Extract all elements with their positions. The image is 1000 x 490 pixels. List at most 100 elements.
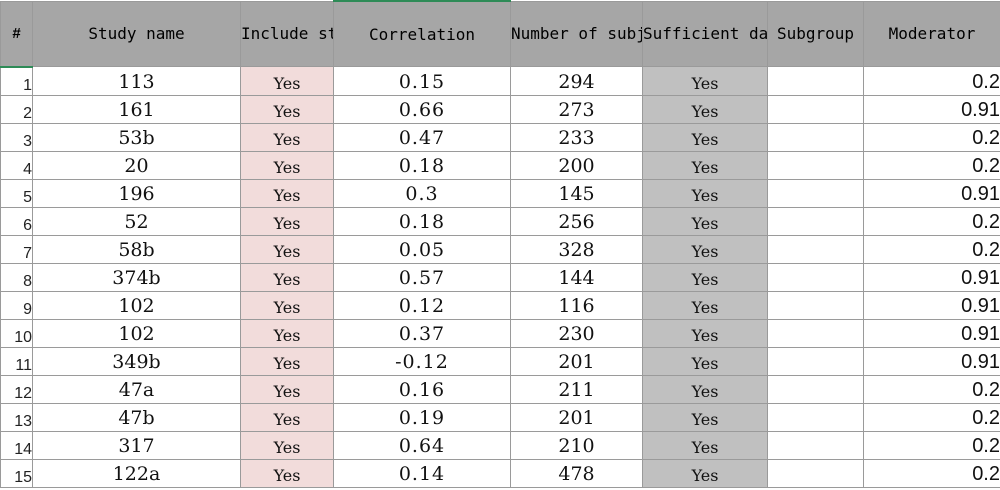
sufficient-data-cell[interactable]: Yes [642,402,768,432]
correlation-cell[interactable]: 0.3 [333,178,511,208]
study-name-cell[interactable]: 53b [32,122,241,152]
sufficient-data-cell[interactable]: Yes [642,458,768,488]
study-name-cell[interactable]: 196 [32,178,241,208]
correlation-cell[interactable]: 0.19 [333,402,511,432]
include-study-cell[interactable]: Yes [240,346,334,376]
row-number-cell[interactable]: 3 [0,122,33,152]
correlation-cell[interactable]: 0.15 [333,66,511,96]
include-study-cell[interactable]: Yes [240,94,334,124]
include-study-cell[interactable]: Yes [240,234,334,264]
correlation-cell[interactable]: 0.37 [333,318,511,348]
row-number-cell[interactable]: 11 [0,346,33,376]
subgroup-cell[interactable] [767,346,864,376]
number-of-subjects-cell[interactable]: 233 [510,122,643,152]
subgroup-cell[interactable] [767,206,864,236]
row-number-cell[interactable]: 5 [0,178,33,208]
sufficient-data-cell[interactable]: Yes [642,346,768,376]
number-of-subjects-cell[interactable]: 201 [510,346,643,376]
study-name-cell[interactable]: 161 [32,94,241,124]
row-number-cell[interactable]: 15 [0,458,33,488]
correlation-cell[interactable]: 0.18 [333,206,511,236]
moderator-cell[interactable]: 0.2 [863,374,1000,404]
number-of-subjects-cell[interactable]: 294 [510,66,643,96]
study-name-cell[interactable]: 102 [32,318,241,348]
study-name-cell[interactable]: 47b [32,402,241,432]
study-name-cell[interactable]: 102 [32,290,241,320]
moderator-cell[interactable]: 0.91 [863,346,1000,376]
subgroup-cell[interactable] [767,150,864,180]
moderator-cell[interactable]: 0.2 [863,66,1000,96]
study-name-cell[interactable]: 113 [32,66,241,96]
number-of-subjects-cell[interactable]: 200 [510,150,643,180]
number-of-subjects-cell[interactable]: 144 [510,262,643,292]
number-of-subjects-cell[interactable]: 256 [510,206,643,236]
row-number-cell[interactable]: 1 [0,65,33,96]
row-number-cell[interactable]: 12 [0,374,33,404]
include-study-cell[interactable]: Yes [240,402,334,432]
subgroup-cell[interactable] [767,430,864,460]
study-name-cell[interactable]: 349b [32,346,241,376]
include-study-cell[interactable]: Yes [240,122,334,152]
column-header-sufficient-data[interactable]: Sufficient data [642,0,768,67]
include-study-cell[interactable]: Yes [240,150,334,180]
correlation-cell[interactable]: -0.12 [333,346,511,376]
correlation-cell[interactable]: 0.14 [333,458,511,488]
moderator-cell[interactable]: 0.2 [863,430,1000,460]
sufficient-data-cell[interactable]: Yes [642,94,768,124]
study-name-cell[interactable]: 374b [32,262,241,292]
sufficient-data-cell[interactable]: Yes [642,178,768,208]
row-number-cell[interactable]: 10 [0,318,33,348]
subgroup-cell[interactable] [767,178,864,208]
subgroup-cell[interactable] [767,234,864,264]
row-number-cell[interactable]: 2 [0,94,33,124]
row-number-cell[interactable]: 13 [0,402,33,432]
row-number-header[interactable]: # [0,0,33,67]
moderator-cell[interactable]: 0.2 [863,122,1000,152]
sufficient-data-cell[interactable]: Yes [642,290,768,320]
sufficient-data-cell[interactable]: Yes [642,66,768,96]
column-header-subgroup[interactable]: Subgroup [767,0,864,67]
moderator-cell[interactable]: 0.91 [863,262,1000,292]
number-of-subjects-cell[interactable]: 328 [510,234,643,264]
sufficient-data-cell[interactable]: Yes [642,430,768,460]
subgroup-cell[interactable] [767,402,864,432]
moderator-cell[interactable]: 0.2 [863,458,1000,488]
subgroup-cell[interactable] [767,458,864,488]
number-of-subjects-cell[interactable]: 478 [510,458,643,488]
sufficient-data-cell[interactable]: Yes [642,122,768,152]
row-number-cell[interactable]: 14 [0,430,33,460]
include-study-cell[interactable]: Yes [240,430,334,460]
number-of-subjects-cell[interactable]: 230 [510,318,643,348]
sufficient-data-cell[interactable]: Yes [642,262,768,292]
moderator-cell[interactable]: 0.91 [863,94,1000,124]
study-name-cell[interactable]: 58b [32,234,241,264]
number-of-subjects-cell[interactable]: 211 [510,374,643,404]
sufficient-data-cell[interactable]: Yes [642,206,768,236]
correlation-cell[interactable]: 0.66 [333,94,511,124]
study-name-cell[interactable]: 52 [32,206,241,236]
subgroup-cell[interactable] [767,318,864,348]
sufficient-data-cell[interactable]: Yes [642,234,768,264]
correlation-cell[interactable]: 0.16 [333,374,511,404]
include-study-cell[interactable]: Yes [240,374,334,404]
number-of-subjects-cell[interactable]: 273 [510,94,643,124]
correlation-cell[interactable]: 0.57 [333,262,511,292]
number-of-subjects-cell[interactable]: 116 [510,290,643,320]
row-number-cell[interactable]: 9 [0,290,33,320]
column-header-number-of-subjects[interactable]: Number of subjects [510,0,643,67]
column-header-correlation[interactable]: Correlation [333,0,511,67]
subgroup-cell[interactable] [767,94,864,124]
correlation-cell[interactable]: 0.47 [333,122,511,152]
moderator-cell[interactable]: 0.91 [863,318,1000,348]
subgroup-cell[interactable] [767,262,864,292]
moderator-cell[interactable]: 0.2 [863,234,1000,264]
correlation-cell[interactable]: 0.64 [333,430,511,460]
number-of-subjects-cell[interactable]: 145 [510,178,643,208]
row-number-cell[interactable]: 7 [0,234,33,264]
row-number-cell[interactable]: 4 [0,150,33,180]
include-study-cell[interactable]: Yes [240,458,334,488]
subgroup-cell[interactable] [767,122,864,152]
moderator-cell[interactable]: 0.2 [863,150,1000,180]
study-name-cell[interactable]: 20 [32,150,241,180]
row-number-cell[interactable]: 6 [0,206,33,236]
